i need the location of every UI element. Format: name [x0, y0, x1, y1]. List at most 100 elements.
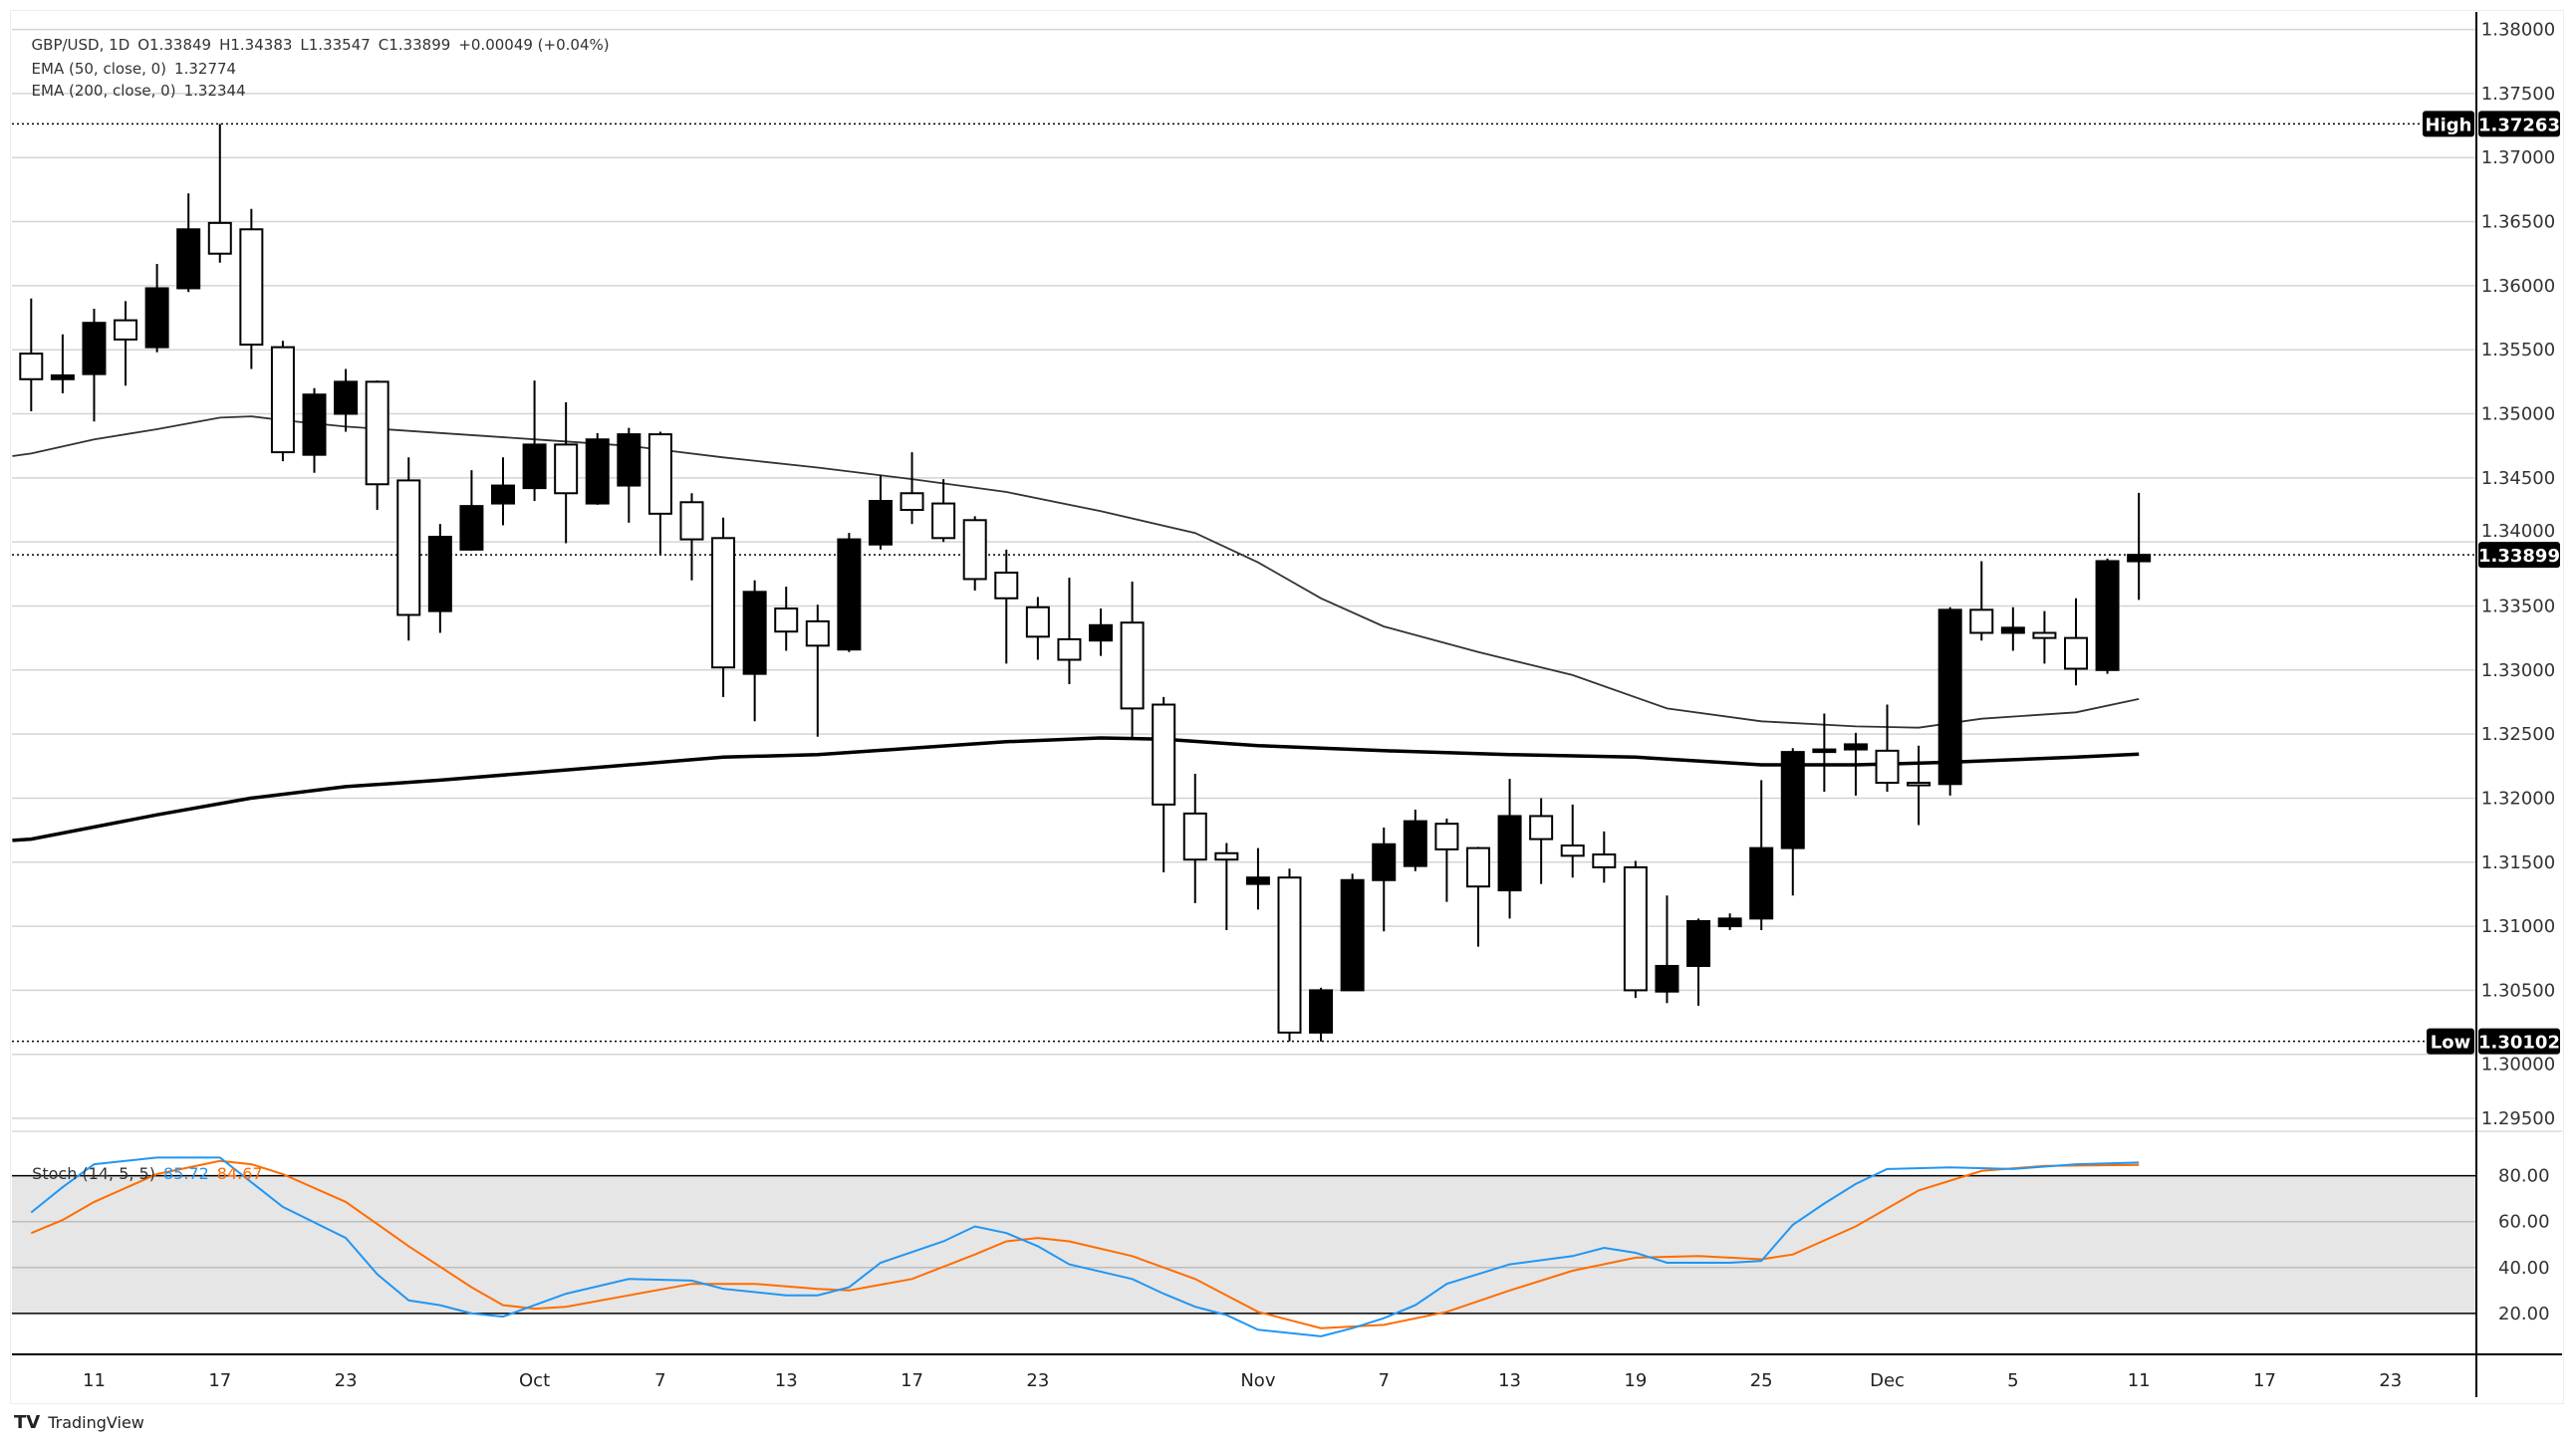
candle-body [1403, 820, 1427, 867]
candle-body [1182, 812, 1207, 861]
date-tick-label: Dec [1870, 1370, 1905, 1391]
candle-body [1245, 876, 1270, 885]
ema200-label: EMA (200, close, 0) [31, 82, 176, 100]
candle-body [554, 443, 579, 495]
candle-body [270, 346, 295, 454]
stoch-tick-label: 80.00 [2498, 1166, 2550, 1187]
candle-body [522, 443, 547, 490]
candle-body [868, 499, 893, 546]
candle-bearish [1434, 819, 1459, 902]
candle-body [1152, 703, 1176, 806]
candle-body [1497, 815, 1522, 892]
low-price-badge-bg [2478, 1028, 2560, 1055]
candle-body [1907, 782, 1932, 787]
price-tick-label: 1.35500 [2481, 340, 2555, 361]
candle-bullish [1497, 779, 1522, 919]
candle-bullish [144, 264, 169, 353]
candle-bearish [931, 479, 956, 543]
price-tick-label: 1.37500 [2481, 84, 2555, 105]
candle-body [1812, 748, 1837, 754]
candle-body [2064, 636, 2088, 670]
candle-body [1560, 844, 1585, 857]
candle-body [207, 221, 232, 255]
candle-bearish [1969, 561, 1994, 641]
tradingview-logo-icon: TV [14, 1412, 41, 1433]
date-tick-label: 23 [1026, 1370, 1049, 1391]
stoch-d-value: 84.67 [216, 1164, 263, 1183]
price-tick-label: 1.29500 [2481, 1108, 2555, 1129]
symbol-label: GBP/USD, 1D [31, 36, 130, 54]
candle-bullish [2000, 606, 2025, 651]
candle-body [1717, 917, 1742, 928]
candle-bearish [679, 493, 704, 581]
candle-bullish [1843, 732, 1868, 796]
low-label-badge-bg [2427, 1028, 2474, 1055]
brand-name: TradingView [48, 1413, 144, 1432]
ema50-line [12, 415, 2140, 729]
candle-body [1309, 989, 1334, 1034]
candle-bullish [334, 368, 359, 432]
high-value: H1.34383 [219, 36, 293, 54]
candle-body [900, 492, 924, 511]
high-price-badge-text: 1.37263 [2478, 115, 2560, 135]
date-tick-label: 13 [1498, 1370, 1521, 1391]
price-tick-label: 1.30500 [2481, 980, 2555, 1001]
candle-body [2000, 626, 2025, 634]
candle-body [805, 619, 830, 647]
ema50-legend: EMA (50, close, 0) 1.32774 [22, 42, 244, 78]
candle-bullish [1372, 828, 1397, 932]
candle-body [962, 519, 987, 581]
candle-body [1089, 623, 1114, 642]
candle-body [2095, 560, 2120, 671]
date-tick-label: Oct [519, 1370, 550, 1391]
candle-bullish [837, 533, 862, 652]
date-tick-label: 13 [775, 1370, 798, 1391]
low-label-badge: Low [2427, 1028, 2474, 1055]
candle-body [931, 502, 956, 540]
candle-body [1340, 878, 1365, 992]
high-price-badge: 1.37263 [2478, 111, 2560, 137]
candle-bullish [868, 475, 893, 550]
high-label-badge: High [2423, 111, 2474, 137]
candle-bullish [1089, 608, 1114, 656]
candle-bullish [176, 193, 201, 293]
date-tick-label: 7 [654, 1370, 665, 1391]
candle-bearish [1907, 745, 1932, 826]
last-price-badge-bg [2478, 542, 2560, 569]
price-tick-label: 1.36000 [2481, 276, 2555, 297]
candle-bullish [459, 470, 484, 552]
tradingview-branding[interactable]: TV TradingView [14, 1412, 144, 1433]
candle-body [1372, 842, 1397, 881]
stoch-band [12, 1175, 2476, 1314]
candle-bearish [647, 431, 672, 556]
candle-body [114, 319, 138, 341]
price-tick-label: 1.32000 [2481, 788, 2555, 809]
candle-body [365, 380, 389, 486]
close-value: C1.33899 [378, 36, 451, 54]
price-tick-label: 1.34000 [2481, 521, 2555, 542]
candle-body [1749, 846, 1774, 920]
candle-body [1655, 964, 1679, 993]
candle-bullish [1812, 713, 1837, 793]
high-price-badge-bg [2478, 111, 2560, 137]
candle-body [585, 438, 610, 505]
candle-bullish [1655, 895, 1679, 1004]
ema200-legend: EMA (200, close, 0) 1.32344 [22, 64, 254, 100]
candle-body [994, 572, 1019, 600]
candle-bullish [50, 334, 75, 393]
candle-bearish [365, 380, 389, 510]
candle-bearish [270, 341, 295, 462]
candle-bullish [1937, 606, 1962, 796]
price-tick-label: 1.33500 [2481, 596, 2555, 616]
candle-body [679, 501, 704, 541]
price-tick-label: 1.33000 [2481, 660, 2555, 681]
stoch-label: Stoch (14, 5, 5) [32, 1164, 155, 1183]
price-tick-label: 1.32500 [2481, 724, 2555, 745]
candle-body [617, 433, 642, 487]
candle-bullish [82, 309, 107, 422]
price-tick-label: 1.37000 [2481, 147, 2555, 168]
date-tick-label: 17 [901, 1370, 923, 1391]
candle-bearish [1120, 582, 1145, 738]
candle-bearish [711, 517, 736, 697]
